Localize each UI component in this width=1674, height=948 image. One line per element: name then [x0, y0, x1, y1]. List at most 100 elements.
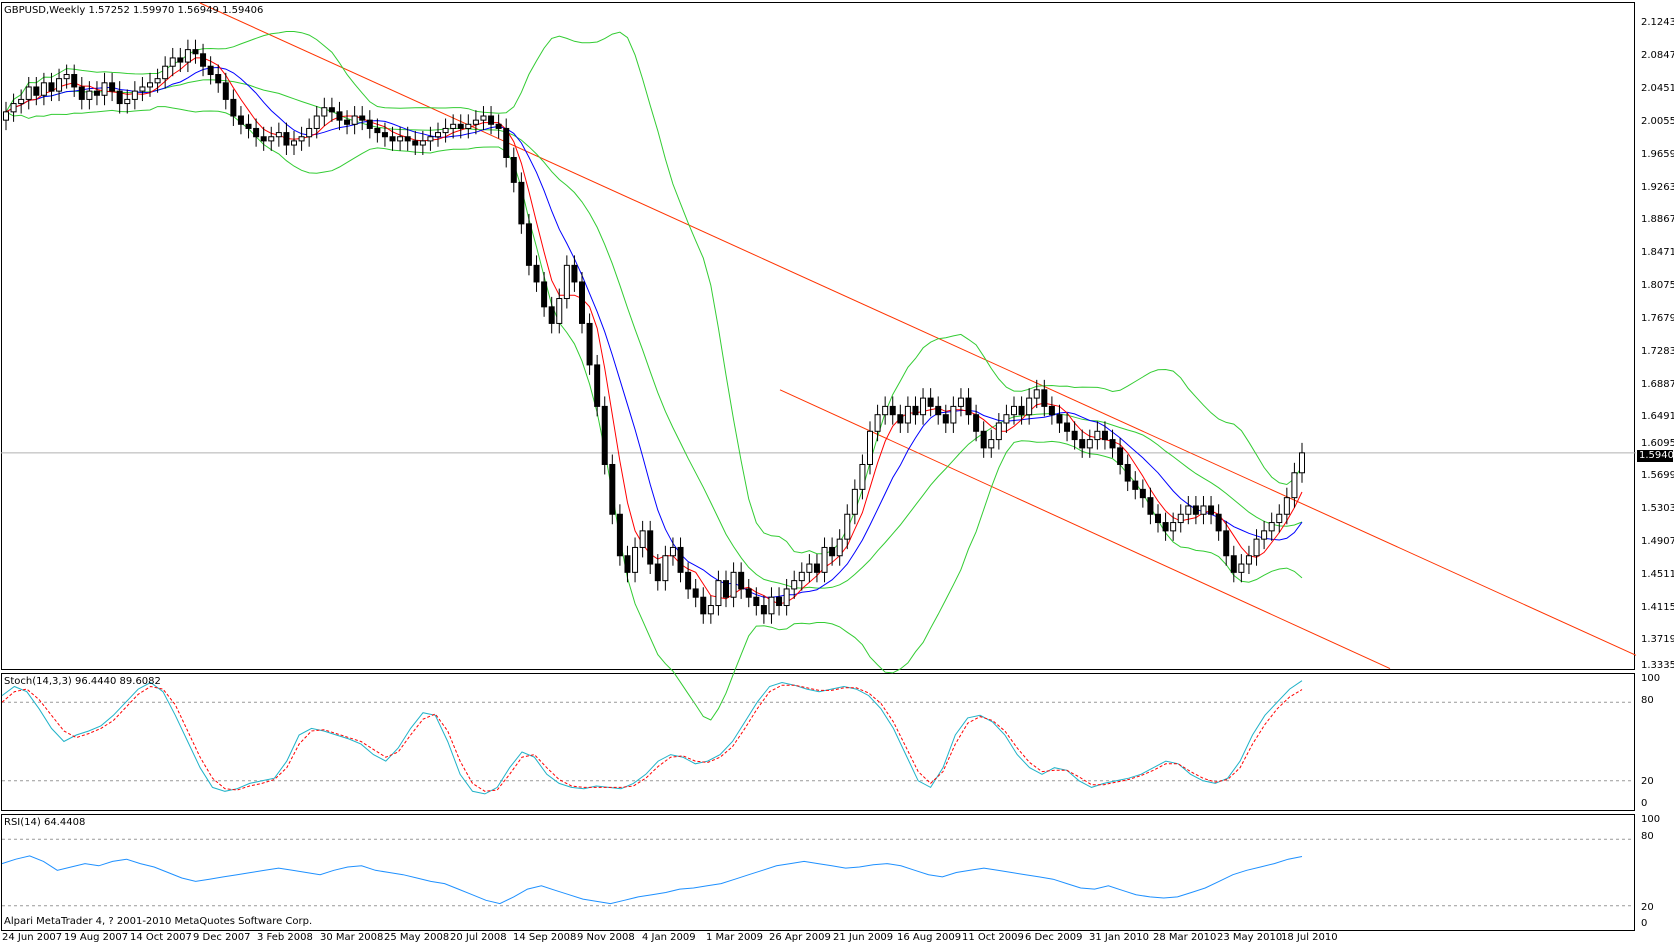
candle-body — [518, 181, 525, 225]
candle-body — [1170, 522, 1177, 532]
candle-body — [1245, 555, 1252, 565]
candle-body — [472, 119, 479, 125]
moving-average-slow — [5, 66, 1303, 598]
candle-body — [927, 397, 934, 407]
candle-body — [571, 264, 578, 283]
candle-body — [1261, 530, 1268, 540]
candle-body — [1268, 522, 1275, 532]
candle-body — [1011, 405, 1017, 416]
candle-body — [109, 82, 116, 92]
rsi-tick: 20 — [1641, 902, 1654, 913]
candle-body — [973, 414, 980, 432]
candle-body — [685, 571, 692, 590]
candle-body — [541, 281, 548, 308]
candle-body — [283, 132, 290, 146]
price-tick: 1.76790 — [1641, 313, 1674, 324]
candle-body — [328, 107, 335, 113]
candle-body — [344, 119, 351, 125]
date-tick: 26 Apr 2009 — [769, 932, 831, 943]
candle-body — [935, 405, 942, 416]
rsi-tick: 100 — [1641, 814, 1661, 825]
candle-body — [548, 306, 555, 324]
candle-body — [78, 86, 85, 100]
candle-body — [435, 132, 441, 138]
date-tick: 1 Mar 2009 — [706, 932, 764, 943]
candle-body — [154, 78, 161, 84]
candle-body — [753, 596, 760, 607]
candle-body — [237, 115, 244, 125]
candle-body — [609, 463, 616, 515]
date-tick: 25 May 2008 — [384, 932, 450, 943]
candle-body — [351, 115, 358, 125]
date-tick: 11 Oct 2009 — [962, 932, 1024, 943]
candle-body — [457, 123, 464, 129]
candle-body — [3, 111, 9, 121]
candle-body — [586, 322, 593, 366]
candle-body — [321, 107, 328, 117]
candle-body — [48, 82, 55, 92]
candle-body — [904, 405, 911, 424]
candle-body — [616, 513, 623, 557]
candle-body — [525, 223, 532, 266]
candle-body — [1200, 505, 1207, 515]
candle-body — [1230, 555, 1237, 573]
candle-body — [1238, 563, 1245, 573]
trend-line-lower — [779, 389, 1391, 670]
candle-body — [859, 463, 866, 490]
candle-body — [419, 140, 426, 146]
candle-body — [1064, 422, 1071, 432]
candle-body — [594, 364, 601, 407]
date-tick: 14 Sep 2008 — [513, 932, 577, 943]
candle-body — [1139, 488, 1146, 499]
candle-body — [579, 281, 585, 324]
price-tick: 1.64910 — [1641, 411, 1674, 422]
candle-body — [442, 127, 449, 134]
stoch-panel[interactable] — [1, 673, 1635, 811]
candle-body — [639, 530, 646, 548]
candle-body — [25, 86, 32, 100]
candle-body — [1215, 513, 1222, 532]
candle-body — [18, 98, 25, 105]
date-tick: 21 Jun 2009 — [833, 932, 894, 943]
date-tick: 14 Oct 2007 — [130, 932, 192, 943]
candle-body — [715, 580, 722, 607]
candle-body — [1291, 472, 1298, 499]
candle-body — [480, 115, 487, 121]
price-tick: 1.53030 — [1641, 503, 1674, 514]
candle-body — [162, 65, 169, 80]
candle-body — [957, 397, 964, 407]
candle-body — [1033, 389, 1040, 399]
stoch-signal-line — [1, 684, 1303, 792]
price-tick: 2.12430 — [1641, 17, 1674, 28]
candle-body — [730, 571, 737, 598]
copyright-text: Alpari MetaTrader 4, ? 2001-2010 MetaQuo… — [4, 916, 313, 927]
candle-body — [1299, 452, 1305, 474]
candle-body — [533, 264, 540, 283]
candle-body — [306, 127, 313, 138]
candle-body — [700, 596, 707, 615]
candle-body — [563, 264, 570, 300]
candle-body — [222, 82, 229, 100]
candle-body — [404, 136, 411, 142]
candle-body — [601, 405, 608, 465]
rsi-panel[interactable] — [1, 814, 1635, 931]
candle-body — [86, 90, 93, 100]
candle-body — [71, 74, 78, 88]
candle-body — [1208, 505, 1215, 515]
price-panel[interactable] — [1, 2, 1635, 670]
date-tick: 19 Aug 2007 — [64, 932, 129, 943]
rsi-tick: 80 — [1641, 831, 1654, 842]
candle-body — [93, 90, 100, 96]
candle-body — [1283, 497, 1290, 515]
bollinger-middle — [5, 79, 1303, 589]
candle-body — [359, 115, 366, 121]
candle-body — [1223, 530, 1230, 557]
price-tick: 1.84710 — [1641, 247, 1674, 258]
moving-average-fast — [5, 57, 1303, 605]
candle-body — [776, 596, 783, 607]
candle-body — [1276, 513, 1283, 524]
candle-body — [298, 136, 305, 142]
candle-body — [988, 439, 995, 449]
date-tick: 6 Dec 2009 — [1025, 932, 1083, 943]
